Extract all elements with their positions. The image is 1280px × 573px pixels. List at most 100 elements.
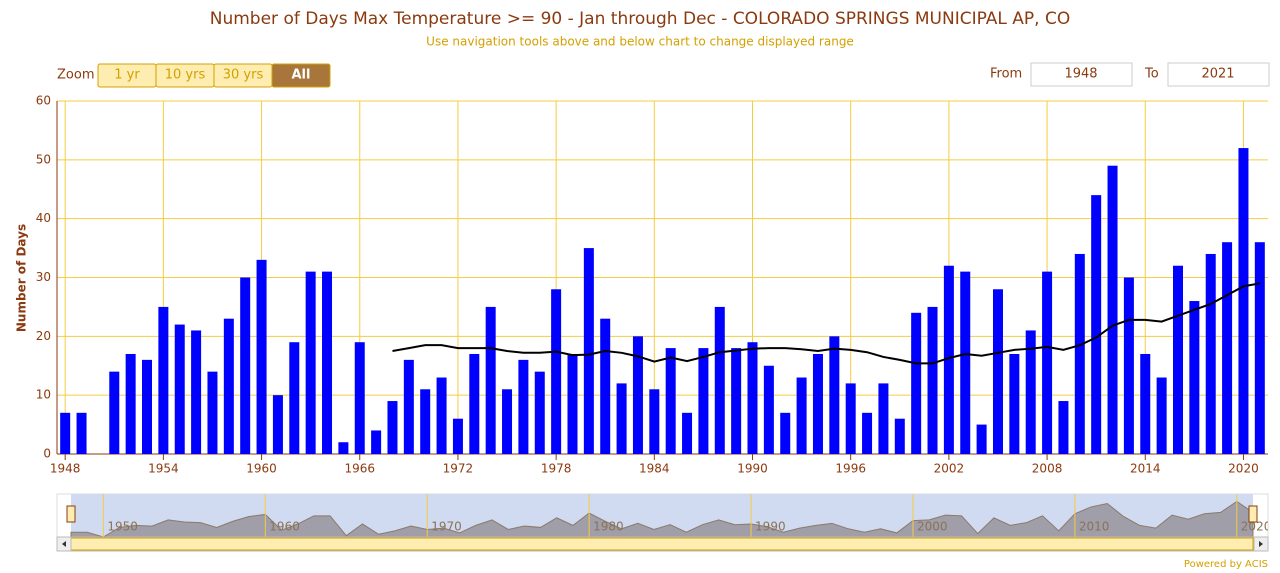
bar — [616, 383, 627, 454]
navigator-label: 2010 — [1079, 520, 1110, 534]
navigator-area — [70, 500, 1254, 538]
navigator-labels: 1950 1960 1970 1980 1990 2000 2010 2020 — [102, 494, 1272, 537]
bar — [731, 348, 742, 454]
x-tick-label: 2014 — [1130, 462, 1161, 476]
navigator-label: 2000 — [917, 520, 948, 534]
x-tick-label: 2020 — [1228, 462, 1259, 476]
bar — [1123, 277, 1134, 454]
bar — [338, 442, 349, 454]
x-tick-label: 1978 — [541, 462, 572, 476]
bar — [452, 418, 463, 454]
y-tick-label: 10 — [36, 388, 51, 402]
bar — [485, 306, 496, 454]
bar — [1091, 195, 1102, 454]
bar — [682, 412, 693, 454]
bar — [763, 365, 774, 454]
bar — [1058, 401, 1069, 454]
zoom-button-label: 10 yrs — [165, 68, 206, 83]
bar — [305, 271, 316, 454]
bar — [223, 318, 234, 454]
bar — [927, 306, 938, 454]
navigator-label: 2020 — [1241, 520, 1272, 534]
y-tick-label: 50 — [36, 152, 51, 166]
bar — [272, 395, 283, 454]
bar — [567, 353, 578, 454]
bar — [371, 430, 382, 454]
bar — [714, 306, 725, 454]
bar — [780, 412, 791, 454]
bar — [943, 265, 954, 454]
bar — [878, 383, 889, 454]
scroll-right-arrow — [1259, 541, 1263, 547]
bar — [469, 353, 480, 454]
navigator-handle[interactable] — [66, 505, 76, 523]
zoom-button-label: All — [292, 68, 311, 83]
scroll-left-arrow — [62, 541, 66, 547]
from-label: From — [990, 67, 1022, 82]
bar — [534, 371, 545, 454]
x-tick-label: 1960 — [246, 462, 277, 476]
navigator-label: 1960 — [269, 520, 300, 534]
bar — [1189, 301, 1200, 454]
x-tick-label: 1996 — [835, 462, 866, 476]
bar — [1156, 377, 1167, 454]
bar — [125, 353, 136, 454]
x-tick-label: 1948 — [50, 462, 81, 476]
y-tick-label: 60 — [36, 94, 51, 108]
zoom-label: Zoom — [57, 68, 94, 83]
bar — [911, 312, 922, 454]
zoom-button[interactable] — [271, 63, 331, 88]
zoom-button-label: 1 yr — [114, 68, 140, 83]
bar — [1009, 353, 1020, 454]
bar — [1238, 148, 1249, 455]
bar — [1074, 253, 1085, 454]
bar — [207, 371, 218, 454]
bar — [600, 318, 611, 454]
navigator-label: 1950 — [107, 520, 138, 534]
y-tick-label: 0 — [43, 447, 51, 461]
bar — [649, 389, 660, 454]
navigator-label: 1980 — [593, 520, 624, 534]
from-input[interactable] — [1030, 62, 1133, 87]
bar — [632, 336, 643, 454]
to-input[interactable] — [1167, 62, 1270, 87]
scrollbar-thumb[interactable] — [70, 537, 1254, 551]
x-tick-label: 1966 — [344, 462, 375, 476]
bar — [960, 271, 971, 454]
credit: Powered by ACIS — [1184, 559, 1268, 570]
bar — [976, 424, 987, 454]
bar — [1107, 165, 1118, 454]
trend-line — [392, 282, 1260, 365]
bar — [1222, 242, 1233, 454]
navigator-handle[interactable] — [1248, 505, 1258, 523]
x-tick-label: 1984 — [639, 462, 670, 476]
bar — [191, 330, 202, 454]
bar — [174, 324, 185, 454]
bar — [992, 289, 1003, 454]
chart-title: Number of Days Max Temperature >= 90 - J… — [210, 9, 1070, 29]
y-tick-label: 20 — [36, 329, 51, 343]
bar — [142, 359, 153, 454]
bar — [862, 412, 873, 454]
bar — [747, 342, 758, 454]
bar — [583, 248, 594, 454]
bar — [420, 389, 431, 454]
bar — [436, 377, 447, 454]
x-tick-label: 1990 — [737, 462, 768, 476]
bar — [1172, 265, 1183, 454]
x-tick-label: 1954 — [148, 462, 179, 476]
bar — [1205, 253, 1216, 454]
x-tick-label: 1972 — [443, 462, 474, 476]
bar — [829, 336, 840, 454]
x-tick-label: 2008 — [1032, 462, 1063, 476]
bar — [60, 412, 71, 454]
chart-subtitle: Use navigation tools above and below cha… — [426, 35, 854, 49]
bar — [403, 359, 414, 454]
bar — [1025, 330, 1036, 454]
bar — [322, 271, 333, 454]
bar — [76, 412, 87, 454]
bar — [354, 342, 365, 454]
bar — [845, 383, 856, 454]
bar — [551, 289, 562, 454]
